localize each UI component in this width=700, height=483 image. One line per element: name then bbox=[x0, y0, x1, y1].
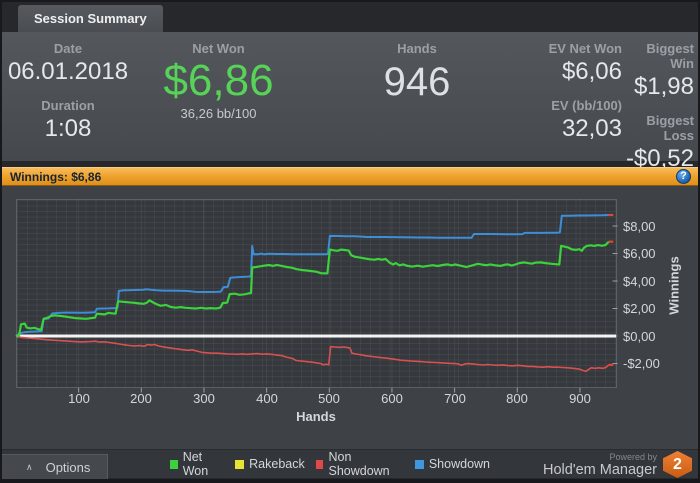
x-axis-label: Hands bbox=[296, 409, 336, 424]
ev-net-won-value: $6,06 bbox=[561, 58, 622, 85]
net-won-swatch-icon bbox=[170, 459, 178, 469]
ev-net-won-label: EV Net Won bbox=[548, 41, 622, 56]
ev-bb100-label: EV (bb/100) bbox=[551, 98, 622, 113]
x-tick-800: 800 bbox=[506, 391, 528, 406]
y-tick-neg2: -$2,00 bbox=[623, 356, 660, 371]
showdown-swatch-icon bbox=[414, 459, 424, 469]
hands-label: Hands bbox=[397, 41, 437, 56]
rakeback-swatch-icon bbox=[235, 459, 245, 469]
stats-panel: Date 06.01.2018 Duration 1:08 Net Won $6… bbox=[2, 32, 698, 172]
tab-label: Session Summary bbox=[34, 11, 147, 26]
legend-item-net-won[interactable]: Net Won bbox=[170, 450, 224, 478]
tab-session-summary[interactable]: Session Summary bbox=[18, 5, 163, 32]
bottom-bar: ∧ Options Net Won Rakeback Non Showdown … bbox=[2, 449, 698, 479]
date-label: Date bbox=[53, 41, 83, 56]
hands-value: 946 bbox=[383, 60, 451, 104]
x-tick-200: 200 bbox=[130, 391, 152, 406]
y-tick-8: $8,00 bbox=[623, 219, 656, 234]
y-tick-4: $4,00 bbox=[623, 274, 656, 289]
y-tick-6: $6,00 bbox=[623, 246, 656, 261]
separator bbox=[2, 161, 698, 167]
question-mark-icon[interactable]: ? bbox=[676, 169, 691, 184]
chart-plot-area bbox=[16, 199, 617, 388]
biggest-win-label: Biggest Win bbox=[646, 41, 694, 71]
y-axis-label: Winnings bbox=[666, 256, 682, 315]
duration-label: Duration bbox=[41, 98, 95, 113]
options-button[interactable]: ∧ Options bbox=[2, 454, 108, 479]
legend-item-showdown[interactable]: Showdown bbox=[414, 457, 490, 471]
biggest-loss-label: Biggest Loss bbox=[646, 113, 694, 143]
stats-col-net-won: Net Won $6,86 36,26 bb/100 bbox=[136, 32, 301, 161]
x-tick-600: 600 bbox=[381, 391, 403, 406]
ev-bb100-value: 32,03 bbox=[561, 115, 622, 142]
x-tick-100: 100 bbox=[68, 391, 90, 406]
stats-col-biggest: Biggest Win $1,98 Biggest Loss -$0,52 bbox=[624, 32, 694, 172]
winnings-chart: 100 200 300 400 500 600 700 800 900 Hand… bbox=[2, 186, 698, 449]
legend-item-non-showdown[interactable]: Non Showdown bbox=[315, 450, 404, 478]
stats-col-date: Date 06.01.2018 Duration 1:08 bbox=[2, 32, 134, 161]
stats-col-hands: Hands 946 bbox=[332, 32, 502, 161]
net-won-value: $6,86 bbox=[163, 56, 274, 105]
x-tick-400: 400 bbox=[256, 391, 278, 406]
powered-by-text: Powered by bbox=[609, 451, 657, 462]
x-tick-300: 300 bbox=[193, 391, 215, 406]
x-tick-500: 500 bbox=[318, 391, 340, 406]
winnings-section-header[interactable]: Winnings: $6,86 ? bbox=[2, 167, 698, 186]
brand-name: Hold'em Manager bbox=[543, 461, 657, 478]
duration-value: 1:08 bbox=[44, 115, 92, 142]
chart-legend: Net Won Rakeback Non Showdown Showdown bbox=[170, 450, 490, 478]
x-tick-700: 700 bbox=[444, 391, 466, 406]
non-showdown-swatch-icon bbox=[315, 459, 324, 469]
chevron-up-icon: ∧ bbox=[26, 461, 33, 472]
tab-bar: Session Summary bbox=[2, 2, 698, 32]
x-tick-900: 900 bbox=[569, 391, 591, 406]
date-value: 06.01.2018 bbox=[7, 58, 129, 85]
powered-by-block: Powered by Hold'em Manager 2 bbox=[543, 451, 692, 478]
net-won-label: Net Won bbox=[192, 41, 245, 56]
net-won-bb100: 36,26 bb/100 bbox=[180, 106, 257, 121]
options-label: Options bbox=[45, 459, 91, 475]
stats-col-ev: EV Net Won $6,06 EV (bb/100) 32,03 bbox=[507, 32, 622, 161]
biggest-win-value: $1,98 bbox=[633, 73, 694, 100]
holdem-manager-2-logo: 2 bbox=[663, 451, 692, 478]
y-tick-0: $0,00 bbox=[623, 329, 656, 344]
legend-item-rakeback[interactable]: Rakeback bbox=[235, 457, 305, 471]
winnings-header-text: Winnings: $6,86 bbox=[10, 169, 102, 184]
y-tick-2: $2,00 bbox=[623, 301, 656, 316]
